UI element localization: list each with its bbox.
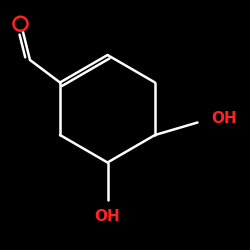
Text: OH: OH: [211, 111, 237, 126]
Text: OH: OH: [94, 209, 120, 224]
Circle shape: [14, 17, 28, 31]
